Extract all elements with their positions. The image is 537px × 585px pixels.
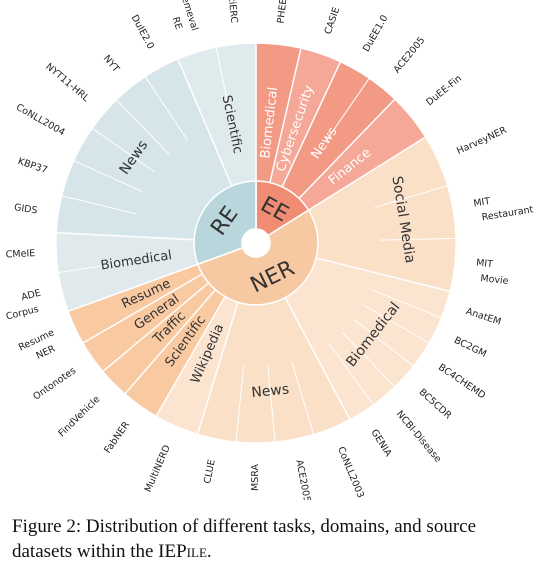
dataset-label-phee: PHEE [276, 0, 290, 24]
dataset-label-clue: CLUE [202, 459, 218, 485]
dataset-divider [353, 318, 414, 367]
dataset-label-bc2gm: BC2GM [452, 335, 488, 360]
dataset-label-nyt: NYT [101, 53, 121, 75]
figure-caption: Figure 2: Distribution of different task… [12, 514, 527, 564]
dataset-label-ncbi-disease: NCBI-Disease [394, 409, 444, 465]
dataset-label-duie2-0: DuIE2.0 [129, 13, 156, 51]
dataset-label-ace2005: ACE2005 [392, 35, 428, 75]
domain-segment-ner-biomedical [284, 257, 451, 421]
dataset-label-cmeie: CMeIE [6, 248, 36, 260]
domain-segment-re-news [55, 57, 233, 241]
dataset-label-bc5cdr: BC5CDR [417, 387, 454, 422]
dataset-label-conll2004: CoNLL2004 [14, 102, 67, 138]
caption-text: Distribution of different tasks, domains… [12, 516, 477, 562]
sunburst-segments [55, 42, 457, 444]
dataset-label-semeval-re-line2: RE [170, 16, 184, 31]
center-hole [242, 229, 270, 257]
caption-label: Figure 2: [12, 516, 82, 537]
dataset-divider [215, 46, 232, 122]
dataset-divider [115, 99, 170, 155]
dataset-label-casie: CASIE [323, 6, 343, 36]
dataset-divider [328, 343, 374, 406]
dataset-divider [73, 160, 144, 193]
dataset-divider [374, 185, 448, 208]
dataset-divider [267, 366, 276, 443]
dataset-label-resume-ner-line2: NER [35, 343, 58, 361]
dataset-divider [235, 366, 245, 443]
dataset-label-mit-movie-line2: Movie [480, 273, 509, 287]
dataset-divider [325, 77, 370, 142]
dataset-label-bc4chemd: BC4CHEMD [436, 362, 487, 401]
dataset-divider [291, 361, 315, 435]
domain-segment-ner-social-media [307, 136, 457, 293]
dataset-label-fabner: FabNER [102, 419, 132, 455]
dataset-label-gids: GIDS [13, 202, 38, 216]
dataset-label-kbp37: KBP37 [16, 156, 48, 176]
dataset-label-mit-movie: MIT [476, 257, 494, 270]
dataset-divider [91, 127, 155, 173]
caption-text-end: . [206, 541, 212, 562]
dataset-label-conll2003: CoNLL2003 [335, 445, 366, 499]
dataset-label-anatem: AnatEM [464, 306, 502, 328]
dataset-label-multinerd: MultiNERD [143, 443, 173, 493]
dataset-label-harveyner: HarveyNER [455, 125, 509, 157]
dataset-label-genia: GENIA [368, 428, 393, 460]
dataset-label-mit-restaurant: MIT [473, 196, 492, 210]
dataset-divider [341, 331, 396, 388]
dataset-label-duee1-0: DuEE1.0 [361, 13, 391, 54]
dataset-label-ade-corpus-line2: Corpus [5, 304, 40, 323]
dataset-label-scierc: SciERC [225, 0, 239, 24]
dataset-divider [58, 260, 134, 274]
dataset-divider [379, 237, 456, 241]
sunburst-chart: PHEEBiomedicalCASIECybersecurityDuEE1.0A… [5, 0, 534, 500]
dataset-label-ontonotes: Ontonotes [31, 365, 78, 402]
dataset-label-nyt11-hrl: NYT11-HRL [43, 61, 91, 104]
domain-segment-re-scientific [176, 42, 257, 187]
caption-text-smallcaps: ile [186, 541, 207, 562]
dataset-label-ade-corpus: ADE [20, 288, 42, 304]
dataset-label-ace2005: ACE2005 [293, 459, 312, 500]
dataset-label-findvehicle: FindVehicle [56, 394, 102, 439]
dataset-divider [363, 304, 430, 344]
dataset-label-duee-fin: DuEE-Fin [424, 73, 464, 108]
dataset-label-msra: MSRA [250, 463, 261, 490]
domain-segment-ner-news [196, 296, 351, 444]
domain-label-ner-news: News [251, 382, 290, 402]
dataset-divider [144, 76, 188, 141]
dataset-divider [370, 288, 442, 319]
dataset-divider [61, 195, 136, 215]
